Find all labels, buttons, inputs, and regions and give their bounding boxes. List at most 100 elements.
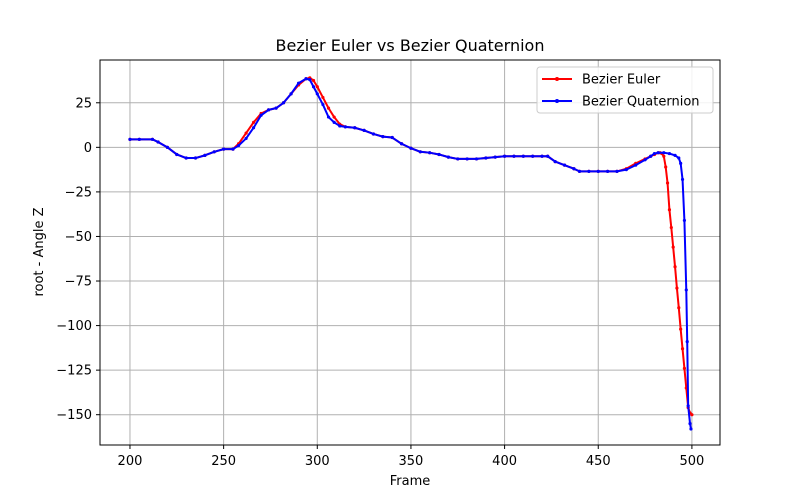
data-point xyxy=(484,156,488,160)
data-point xyxy=(326,115,331,119)
plot-frame xyxy=(99,59,721,446)
data-point xyxy=(624,168,628,172)
x-tick-label: 400 xyxy=(492,454,517,469)
data-point xyxy=(428,151,432,155)
x-tick-label: 500 xyxy=(679,454,704,469)
data-point xyxy=(390,135,394,140)
data-point xyxy=(682,366,687,370)
data-point xyxy=(596,169,600,173)
data-point xyxy=(437,152,441,157)
data-point xyxy=(690,413,694,417)
data-point xyxy=(184,156,188,160)
data-point xyxy=(572,167,576,171)
axis-ticks: 200 250 300 350 400 450 500250−25−50−75−100−12… xyxy=(56,96,704,469)
data-point xyxy=(332,120,336,124)
data-point xyxy=(562,163,567,167)
data-point xyxy=(321,102,325,107)
data-point xyxy=(165,145,170,149)
data-point xyxy=(689,427,693,431)
data-point xyxy=(381,135,385,139)
data-point xyxy=(456,157,460,161)
series-bezier-quaternion xyxy=(128,77,693,431)
x-tick-label: 300 xyxy=(305,454,330,469)
data-point xyxy=(244,136,248,141)
y-tick-label: −75 xyxy=(65,275,92,290)
data-point xyxy=(266,108,271,112)
data-point xyxy=(606,169,610,173)
x-tick-label: 350 xyxy=(399,454,424,469)
data-point xyxy=(338,124,342,128)
data-point xyxy=(662,154,666,158)
data-point xyxy=(137,137,141,141)
data-point xyxy=(362,128,366,133)
x-tick-label: 200 xyxy=(118,454,143,469)
data-point xyxy=(203,153,207,157)
y-tick-label: 25 xyxy=(75,96,92,111)
data-point xyxy=(156,140,160,144)
data-point xyxy=(615,169,619,173)
y-tick-label: −25 xyxy=(65,185,92,200)
data-point xyxy=(289,92,293,96)
data-point xyxy=(512,154,516,158)
data-point xyxy=(274,106,278,110)
chart-title: Bezier Euler vs Bezier Quaternion xyxy=(276,36,545,55)
data-point xyxy=(664,165,668,169)
data-point xyxy=(399,142,404,146)
data-point xyxy=(667,151,672,156)
y-tick-label: −125 xyxy=(56,364,92,379)
data-point xyxy=(531,154,535,158)
data-point xyxy=(649,154,653,158)
data-point xyxy=(311,85,316,89)
data-point xyxy=(474,157,479,161)
data-point xyxy=(465,157,469,161)
data-point xyxy=(418,150,422,154)
data-point xyxy=(252,120,256,124)
data-point xyxy=(315,92,319,96)
data-point xyxy=(652,151,657,156)
data-point xyxy=(493,155,497,159)
data-point xyxy=(237,143,241,148)
data-point xyxy=(667,208,672,212)
x-tick-label: 250 xyxy=(211,454,236,469)
data-point xyxy=(296,81,301,85)
legend-marker xyxy=(555,99,559,103)
data-point xyxy=(540,154,544,158)
y-tick-label: 0 xyxy=(84,141,92,156)
legend-label: Bezier Euler xyxy=(582,73,661,88)
legend-marker xyxy=(555,77,559,81)
data-point xyxy=(304,77,308,81)
data-point xyxy=(353,126,357,130)
data-point xyxy=(680,347,685,351)
data-point xyxy=(311,78,316,83)
y-tick-label: −100 xyxy=(56,319,92,334)
data-point xyxy=(546,154,550,158)
data-point xyxy=(673,153,677,157)
data-point xyxy=(343,125,347,129)
data-point xyxy=(128,137,132,141)
data-point xyxy=(577,169,582,173)
data-point xyxy=(553,160,557,164)
data-point xyxy=(679,327,683,331)
data-point xyxy=(675,286,679,290)
data-point xyxy=(521,154,525,158)
data-point xyxy=(193,156,198,160)
legend-box xyxy=(536,66,714,114)
grid-lines xyxy=(100,60,720,445)
plot-series xyxy=(128,76,694,431)
data-point xyxy=(315,85,319,89)
data-point xyxy=(371,132,376,136)
y-tick-label: −50 xyxy=(65,230,92,245)
data-point xyxy=(321,95,325,100)
data-point xyxy=(212,150,216,154)
data-point xyxy=(669,225,673,230)
y-axis-label: root - Angle Z xyxy=(32,207,47,296)
data-point xyxy=(677,306,681,310)
data-point xyxy=(587,169,591,173)
data-point xyxy=(446,155,450,159)
data-point xyxy=(688,422,692,426)
data-point xyxy=(409,146,413,150)
legend-label: Bezier Quaternion xyxy=(582,95,700,110)
data-point xyxy=(634,163,638,167)
data-point xyxy=(150,137,155,141)
